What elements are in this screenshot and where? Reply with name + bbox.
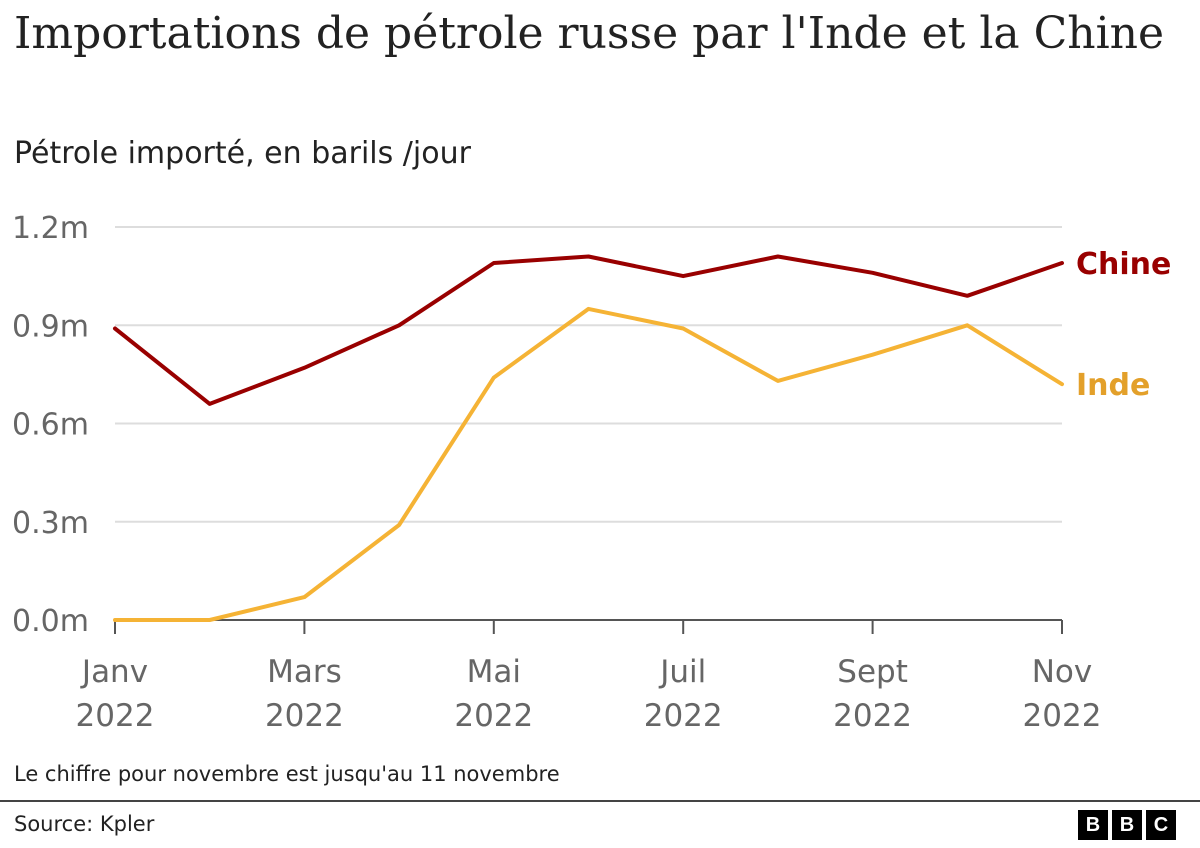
line-chart: 0.0m 0.3m 0.6m 0.9m 1.2m Janv 2022 Mars 2022 Mai 2… xyxy=(12,211,1171,734)
x-tick-label: Mai xyxy=(467,654,521,690)
x-tick-label-year: 2022 xyxy=(454,698,533,734)
series-label-chine: Chine xyxy=(1076,247,1171,282)
source-text: Source: Kpler xyxy=(14,812,155,836)
x-tick-label: Nov xyxy=(1032,654,1093,690)
bbc-logo-letter-1: B xyxy=(1078,810,1108,840)
series-line-inde xyxy=(113,306,1064,622)
x-tick-label: Sept xyxy=(837,654,908,690)
series-label-inde: Inde xyxy=(1076,368,1150,403)
x-tick-label: Janv xyxy=(80,654,148,690)
footnote: Le chiffre pour novembre est jusqu'au 11… xyxy=(14,762,560,786)
y-tick-label: 0.6m xyxy=(12,408,89,443)
chart-title: Importations de pétrole russe par l'Inde… xyxy=(14,8,1165,59)
series-line-chine xyxy=(113,254,1064,406)
x-tick-label-year: 2022 xyxy=(1023,698,1102,734)
x-tick-label: Mars xyxy=(267,654,342,690)
x-tick-label-year: 2022 xyxy=(265,698,344,734)
y-tick-label: 1.2m xyxy=(12,211,89,246)
x-tick-label-year: 2022 xyxy=(76,698,155,734)
y-tick-label: 0.9m xyxy=(12,309,89,344)
y-tick-label: 0.0m xyxy=(12,604,89,639)
bbc-logo-letter-3: C xyxy=(1146,810,1176,840)
chart-subtitle: Pétrole importé, en barils /jour xyxy=(14,136,471,171)
x-tick-label-year: 2022 xyxy=(833,698,912,734)
bbc-logo-letter-2: B xyxy=(1112,810,1142,840)
bbc-logo: B B C xyxy=(1078,810,1176,840)
x-tick-label: Juil xyxy=(658,654,706,690)
x-tick-label-year: 2022 xyxy=(644,698,723,734)
y-tick-label: 0.3m xyxy=(12,506,89,541)
footer-divider xyxy=(0,800,1200,802)
